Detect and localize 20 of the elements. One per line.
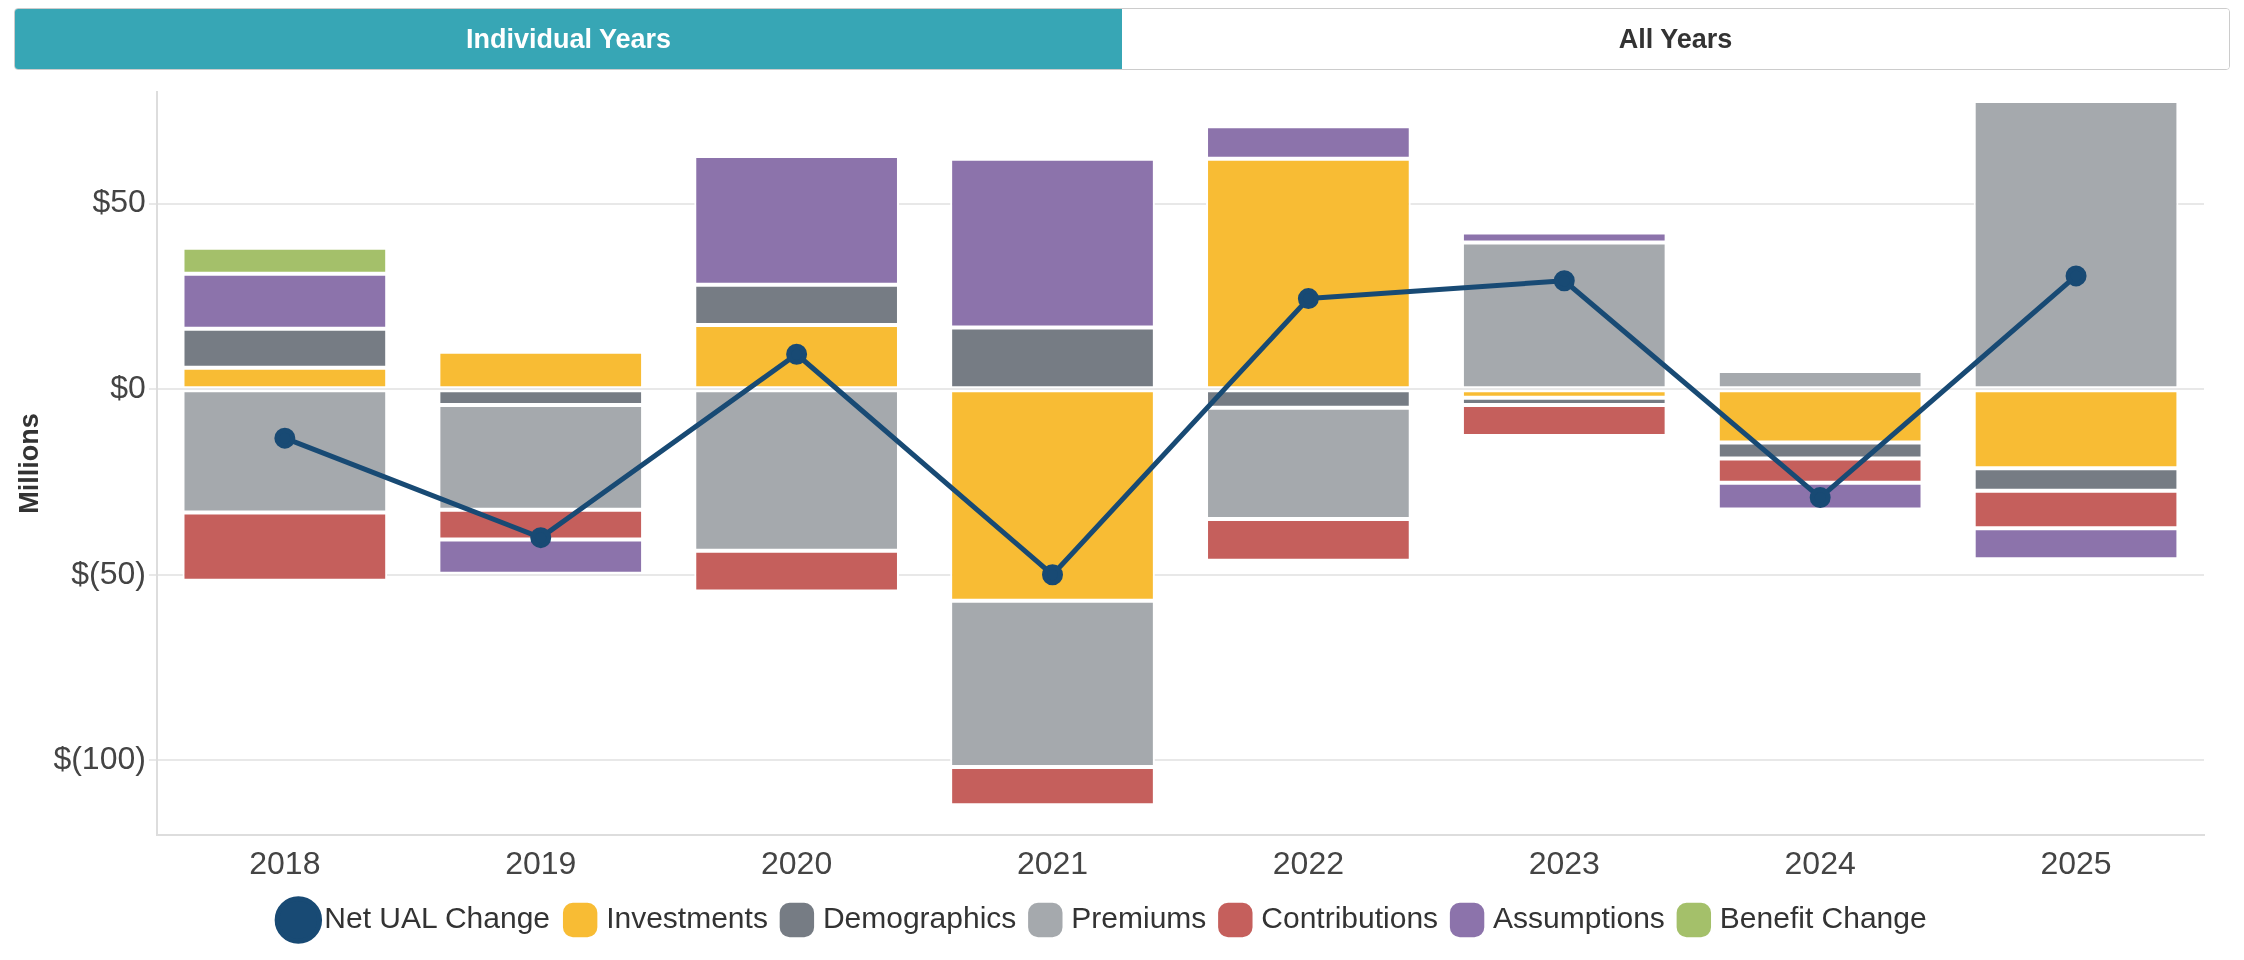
legend-label: Net UAL Change	[324, 901, 551, 935]
y-tick-label: $0	[110, 368, 146, 405]
legend-label: Demographics	[822, 901, 1017, 935]
y-tick-label: $50	[92, 183, 146, 220]
legend-label: Assumptions	[1493, 901, 1665, 935]
x-tick-label: 2022	[1272, 844, 1344, 881]
x-tick-label: 2019	[505, 844, 577, 881]
y-axis-title: Millions	[13, 413, 44, 514]
legend-label: Contributions	[1261, 901, 1439, 935]
y-tick-label: $(50)	[71, 554, 146, 591]
legend-label: Benefit Change	[1719, 901, 1927, 935]
legend-label: Investments	[606, 901, 768, 935]
x-tick-label: 2025	[2040, 844, 2112, 881]
y-tick-label: $(100)	[53, 740, 146, 777]
x-tick-label: 2024	[1784, 844, 1856, 881]
x-tick-label: 2018	[249, 844, 321, 881]
x-tick-label: 2021	[1016, 844, 1089, 881]
x-tick-label: 2020	[761, 844, 833, 881]
x-tick-label: 2023	[1528, 844, 1600, 881]
legend-label: Premiums	[1071, 901, 1207, 935]
